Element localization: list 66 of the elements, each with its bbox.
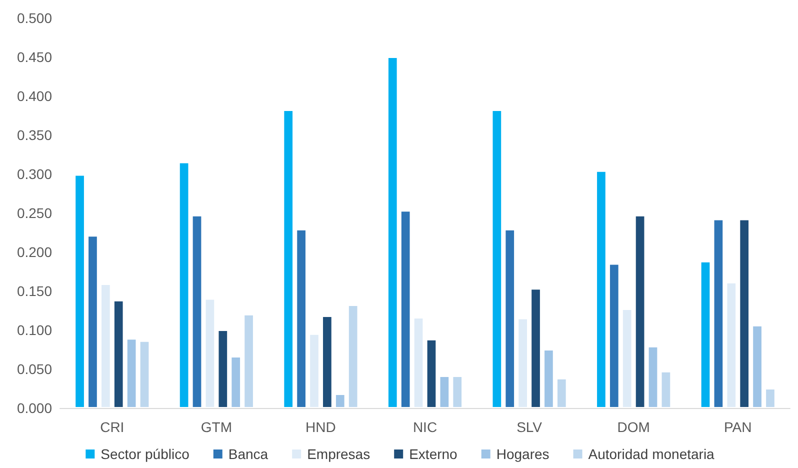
bar [230, 356, 242, 408]
bar [504, 229, 516, 408]
legend-label: Sector público [100, 446, 190, 462]
bar [113, 300, 124, 408]
bar [204, 298, 216, 408]
y-tick-label: 0.350 [16, 127, 52, 143]
bar [178, 162, 190, 408]
bar [322, 316, 332, 408]
bar [713, 219, 724, 408]
y-tick-label: 0.450 [16, 49, 52, 65]
bar [660, 371, 672, 408]
x-tick-label: NIC [412, 419, 438, 435]
x-tick-label: SLV [516, 419, 543, 435]
bar [544, 350, 554, 408]
bar [100, 284, 111, 408]
bar [622, 308, 632, 408]
y-tick-label: 0.500 [16, 10, 52, 26]
bar [700, 261, 711, 408]
x-tick-label: CRI [100, 419, 124, 435]
bar [387, 57, 398, 408]
bar [296, 229, 306, 408]
bar [334, 394, 346, 408]
bar [596, 170, 606, 408]
bar [192, 215, 202, 408]
x-tick-label: HND [306, 419, 336, 435]
x-tick-label: GTM [200, 419, 232, 435]
bar [139, 340, 150, 408]
bar [608, 264, 620, 408]
bar [726, 282, 737, 408]
x-tick-label: DOM [617, 419, 650, 435]
legend-label: Hogares [496, 446, 550, 462]
bar [426, 339, 437, 408]
bar [739, 219, 750, 408]
y-tick-label: 0.000 [16, 400, 52, 416]
bar [556, 378, 567, 408]
bar [492, 110, 502, 408]
bar [88, 236, 98, 408]
bar [244, 314, 254, 408]
bar [439, 376, 450, 408]
bar [752, 325, 762, 408]
y-tick-label: 0.200 [16, 244, 52, 260]
bar [452, 376, 463, 408]
bar [283, 110, 294, 408]
y-tick-label: 0.150 [16, 283, 52, 299]
legend-label: Externo [409, 446, 458, 462]
legend-label: Empresas [307, 446, 370, 462]
bar [400, 210, 411, 408]
y-tick-label: 0.100 [16, 322, 52, 338]
x-tick-label: PAN [724, 419, 752, 435]
bar [765, 388, 776, 408]
y-tick-label: 0.400 [16, 88, 52, 104]
legend-label: Autoridad monetaria [588, 446, 715, 462]
legend-label: Banca [228, 446, 268, 462]
bar [126, 338, 137, 408]
bar [413, 318, 424, 408]
y-tick-label: 0.050 [16, 361, 52, 377]
bar [518, 318, 528, 408]
bar [74, 174, 85, 408]
bar [634, 215, 646, 408]
y-tick-label: 0.250 [16, 205, 52, 221]
bar [530, 288, 541, 408]
bar [309, 334, 320, 408]
bar [648, 346, 658, 408]
bar [348, 305, 358, 408]
bar [218, 330, 228, 408]
y-tick-label: 0.300 [16, 166, 52, 182]
